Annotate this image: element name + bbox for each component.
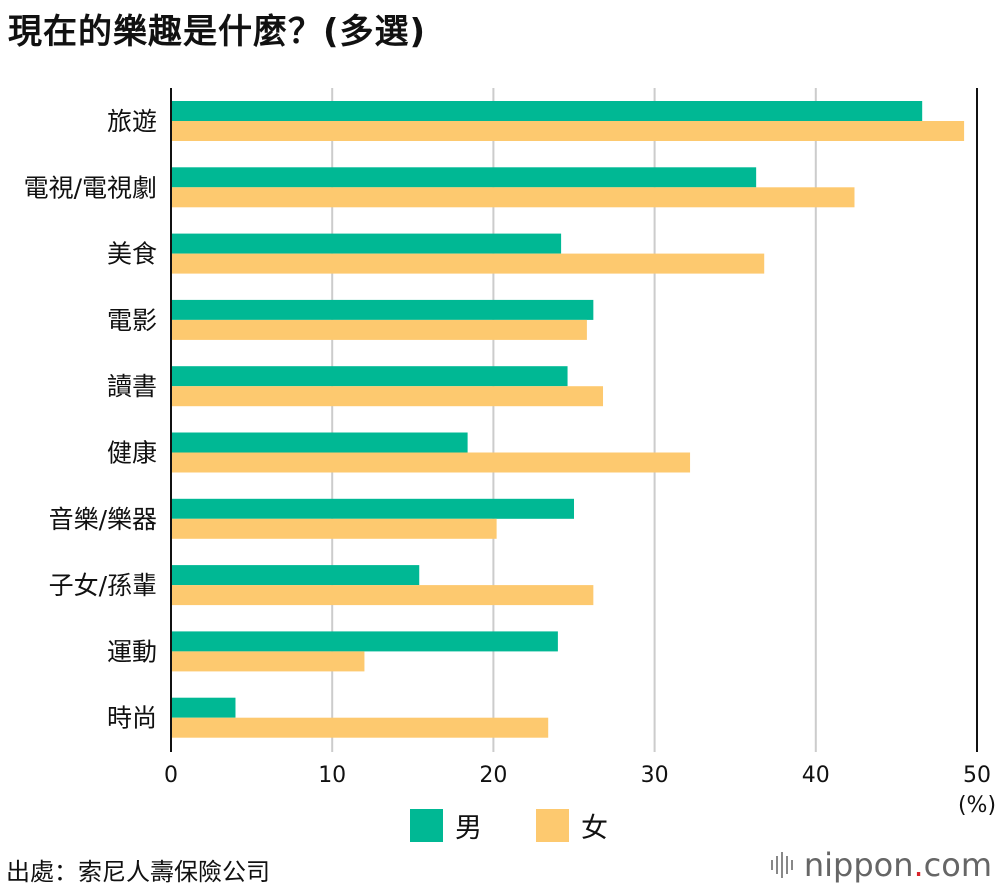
legend-item-female: 女 [536, 806, 608, 845]
bar-female [171, 651, 365, 672]
x-tick-label: 0 [164, 763, 178, 788]
bar-male [171, 366, 568, 387]
brand-tld: com [923, 846, 992, 884]
brand-dot: . [913, 846, 924, 884]
bar-female [171, 518, 497, 539]
x-tick-label: 30 [641, 763, 669, 788]
bar-male [171, 631, 558, 652]
legend-label-male: 男 [455, 813, 482, 844]
bar-male [171, 432, 468, 453]
legend-label-female: 女 [581, 813, 608, 844]
x-tick-label: 10 [318, 763, 346, 788]
chart-title: 現在的樂趣是什麼？(多選) [8, 12, 427, 52]
legend-swatch-male [410, 809, 443, 842]
bar-male [171, 565, 420, 586]
category-label: 旅遊 [107, 107, 157, 136]
bar-female [171, 717, 549, 738]
labels: 0 10 20 30 40 50 (%) 旅遊電視/電視劇美食電影讀書健康音樂/樂器子女/孫輩… [24, 107, 996, 818]
brand-logo: nippon. com [770, 846, 992, 884]
category-label: 時尚 [107, 704, 157, 733]
sound-wave-icon [770, 852, 796, 878]
source-note: 出處：索尼人壽保險公司 [6, 858, 270, 886]
category-label: 電視/電視劇 [24, 173, 157, 202]
category-label: 運動 [107, 637, 157, 666]
category-label: 美食 [107, 240, 157, 269]
bar-female [171, 452, 691, 473]
x-tick-label: 20 [479, 763, 507, 788]
bar-male [171, 167, 757, 188]
bar-female [171, 187, 855, 208]
brand-name: nippon [803, 846, 914, 884]
bar-male [171, 697, 236, 718]
bar-male [171, 233, 562, 254]
x-unit-label: (%) [958, 793, 996, 818]
bar-male [171, 498, 574, 519]
x-tick-label: 50 [963, 763, 991, 788]
bar-female [171, 585, 594, 606]
category-label: 子女/孫輩 [49, 571, 157, 600]
legend: 男 女 [410, 806, 662, 845]
category-label: 電影 [107, 306, 157, 335]
bar-male [171, 299, 594, 320]
legend-item-male: 男 [410, 806, 482, 845]
bar-female [171, 386, 604, 407]
category-label: 讀書 [107, 372, 157, 401]
category-label: 健康 [107, 439, 157, 468]
bar-female [171, 319, 587, 340]
bar-male [171, 101, 923, 121]
x-tick-label: 40 [802, 763, 830, 788]
bars [171, 101, 965, 738]
bar-female [171, 121, 965, 141]
bar-female [171, 253, 765, 274]
legend-swatch-female [536, 809, 569, 842]
category-label: 音樂/樂器 [49, 505, 157, 534]
